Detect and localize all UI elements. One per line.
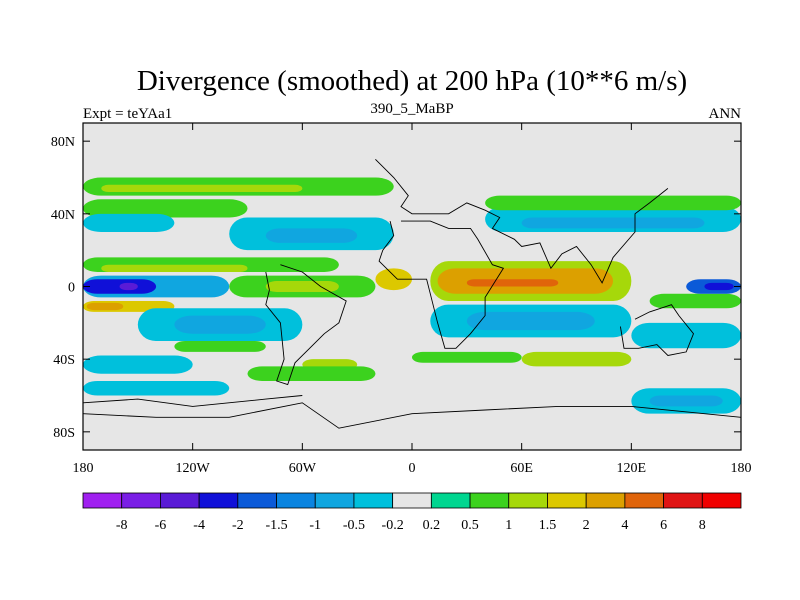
colorbar-label: 2 (583, 518, 590, 533)
contour-band (247, 366, 376, 381)
coastlines (82, 158, 742, 429)
colorbar-swatch (237, 492, 277, 509)
colorbar-swatch (121, 492, 161, 509)
contour-band (649, 395, 723, 407)
colorbar-label: -2 (232, 518, 244, 533)
x-tick-label: 60W (289, 461, 317, 476)
colorbar-swatch (624, 492, 664, 509)
x-axis: 180 120W 60W 0 60E 120E 180 (73, 123, 752, 476)
colorbar-label: -8 (116, 518, 128, 533)
colorbar-swatch (198, 492, 239, 509)
contour-band (265, 281, 339, 292)
x-tick-label: 0 (409, 461, 416, 476)
contour-fills (83, 177, 741, 414)
contour-band (704, 282, 734, 291)
colorbar-label: -0.5 (343, 518, 365, 533)
coastline (378, 220, 505, 349)
colorbar: -8 -6 -4 -2 -1.5 -1 -0.5 -0.2 0.2 0.5 1 1.5 2 4 6 8 (82, 492, 742, 533)
coastline (82, 395, 303, 407)
contour-band (83, 199, 248, 218)
right-label: ANN (709, 106, 742, 122)
colorbar-swatch (585, 492, 626, 509)
colorbar-label: -4 (193, 518, 205, 533)
x-tick-label: 180 (73, 461, 94, 476)
contour-band (83, 355, 193, 374)
y-tick-label: 40N (51, 208, 75, 223)
contour-band (412, 351, 522, 363)
y-tick-label: 80S (53, 426, 75, 441)
colorbar-label: -1 (309, 518, 321, 533)
contour-band (101, 264, 248, 272)
contour-band (521, 351, 632, 367)
coastline (265, 264, 347, 386)
contour-band (174, 341, 266, 352)
x-tick-label: 120W (176, 461, 211, 476)
left-label: Expt = teYAa1 (83, 106, 172, 122)
colorbar-label: 6 (660, 518, 667, 533)
colorbar-label: -0.2 (382, 518, 404, 533)
coastline (375, 158, 669, 284)
contour-band (174, 315, 266, 334)
y-axis: 80N 40N 0 40S 80S (51, 135, 741, 441)
x-tick-label: 180 (731, 461, 752, 476)
coastline (82, 402, 742, 429)
colorbar-label: -6 (155, 518, 167, 533)
colorbar-swatch (160, 492, 200, 509)
colorbar-swatch (701, 492, 742, 509)
contour-band (466, 279, 559, 287)
colorbar-swatch (547, 492, 587, 509)
colorbar-swatch (82, 492, 123, 509)
chart-title: Divergence (smoothed) at 200 hPa (10**6 … (137, 65, 687, 97)
contour-band (83, 380, 230, 396)
contour-band (119, 282, 138, 291)
contour-band (83, 213, 175, 232)
colorbar-label: 1 (505, 518, 512, 533)
contour-band (101, 184, 303, 193)
colorbar-swatch (276, 492, 316, 509)
colorbar-swatch (469, 492, 510, 509)
contour-band (375, 268, 412, 291)
contour-band (649, 293, 741, 309)
x-tick-label: 120E (617, 461, 647, 476)
colorbar-swatch (314, 492, 355, 509)
contour-band (521, 217, 705, 229)
contour-band (466, 311, 595, 331)
contour-band (631, 322, 741, 349)
colorbar-label: 0.2 (423, 518, 441, 533)
colorbar-swatch (430, 492, 471, 509)
x-tick-label: 60E (510, 461, 533, 476)
plot-area (82, 122, 742, 451)
colorbar-swatch (663, 492, 703, 509)
y-tick-label: 40S (53, 353, 75, 368)
contour-band (485, 195, 741, 211)
y-tick-label: 0 (68, 281, 75, 296)
contour-band (265, 228, 358, 243)
colorbar-label: -1.5 (265, 518, 287, 533)
center-label: 390_5_MaBP (370, 101, 453, 117)
colorbar-swatch (392, 492, 432, 509)
y-tick-label: 80N (51, 135, 75, 150)
colorbar-swatch (353, 492, 394, 509)
colorbar-label: 1.5 (539, 518, 557, 533)
colorbar-label: 0.5 (461, 518, 479, 533)
colorbar-swatch (508, 492, 548, 509)
colorbar-label: 4 (621, 518, 628, 533)
contour-band (86, 302, 124, 311)
colorbar-label: 8 (699, 518, 706, 533)
coastline (619, 304, 695, 356)
